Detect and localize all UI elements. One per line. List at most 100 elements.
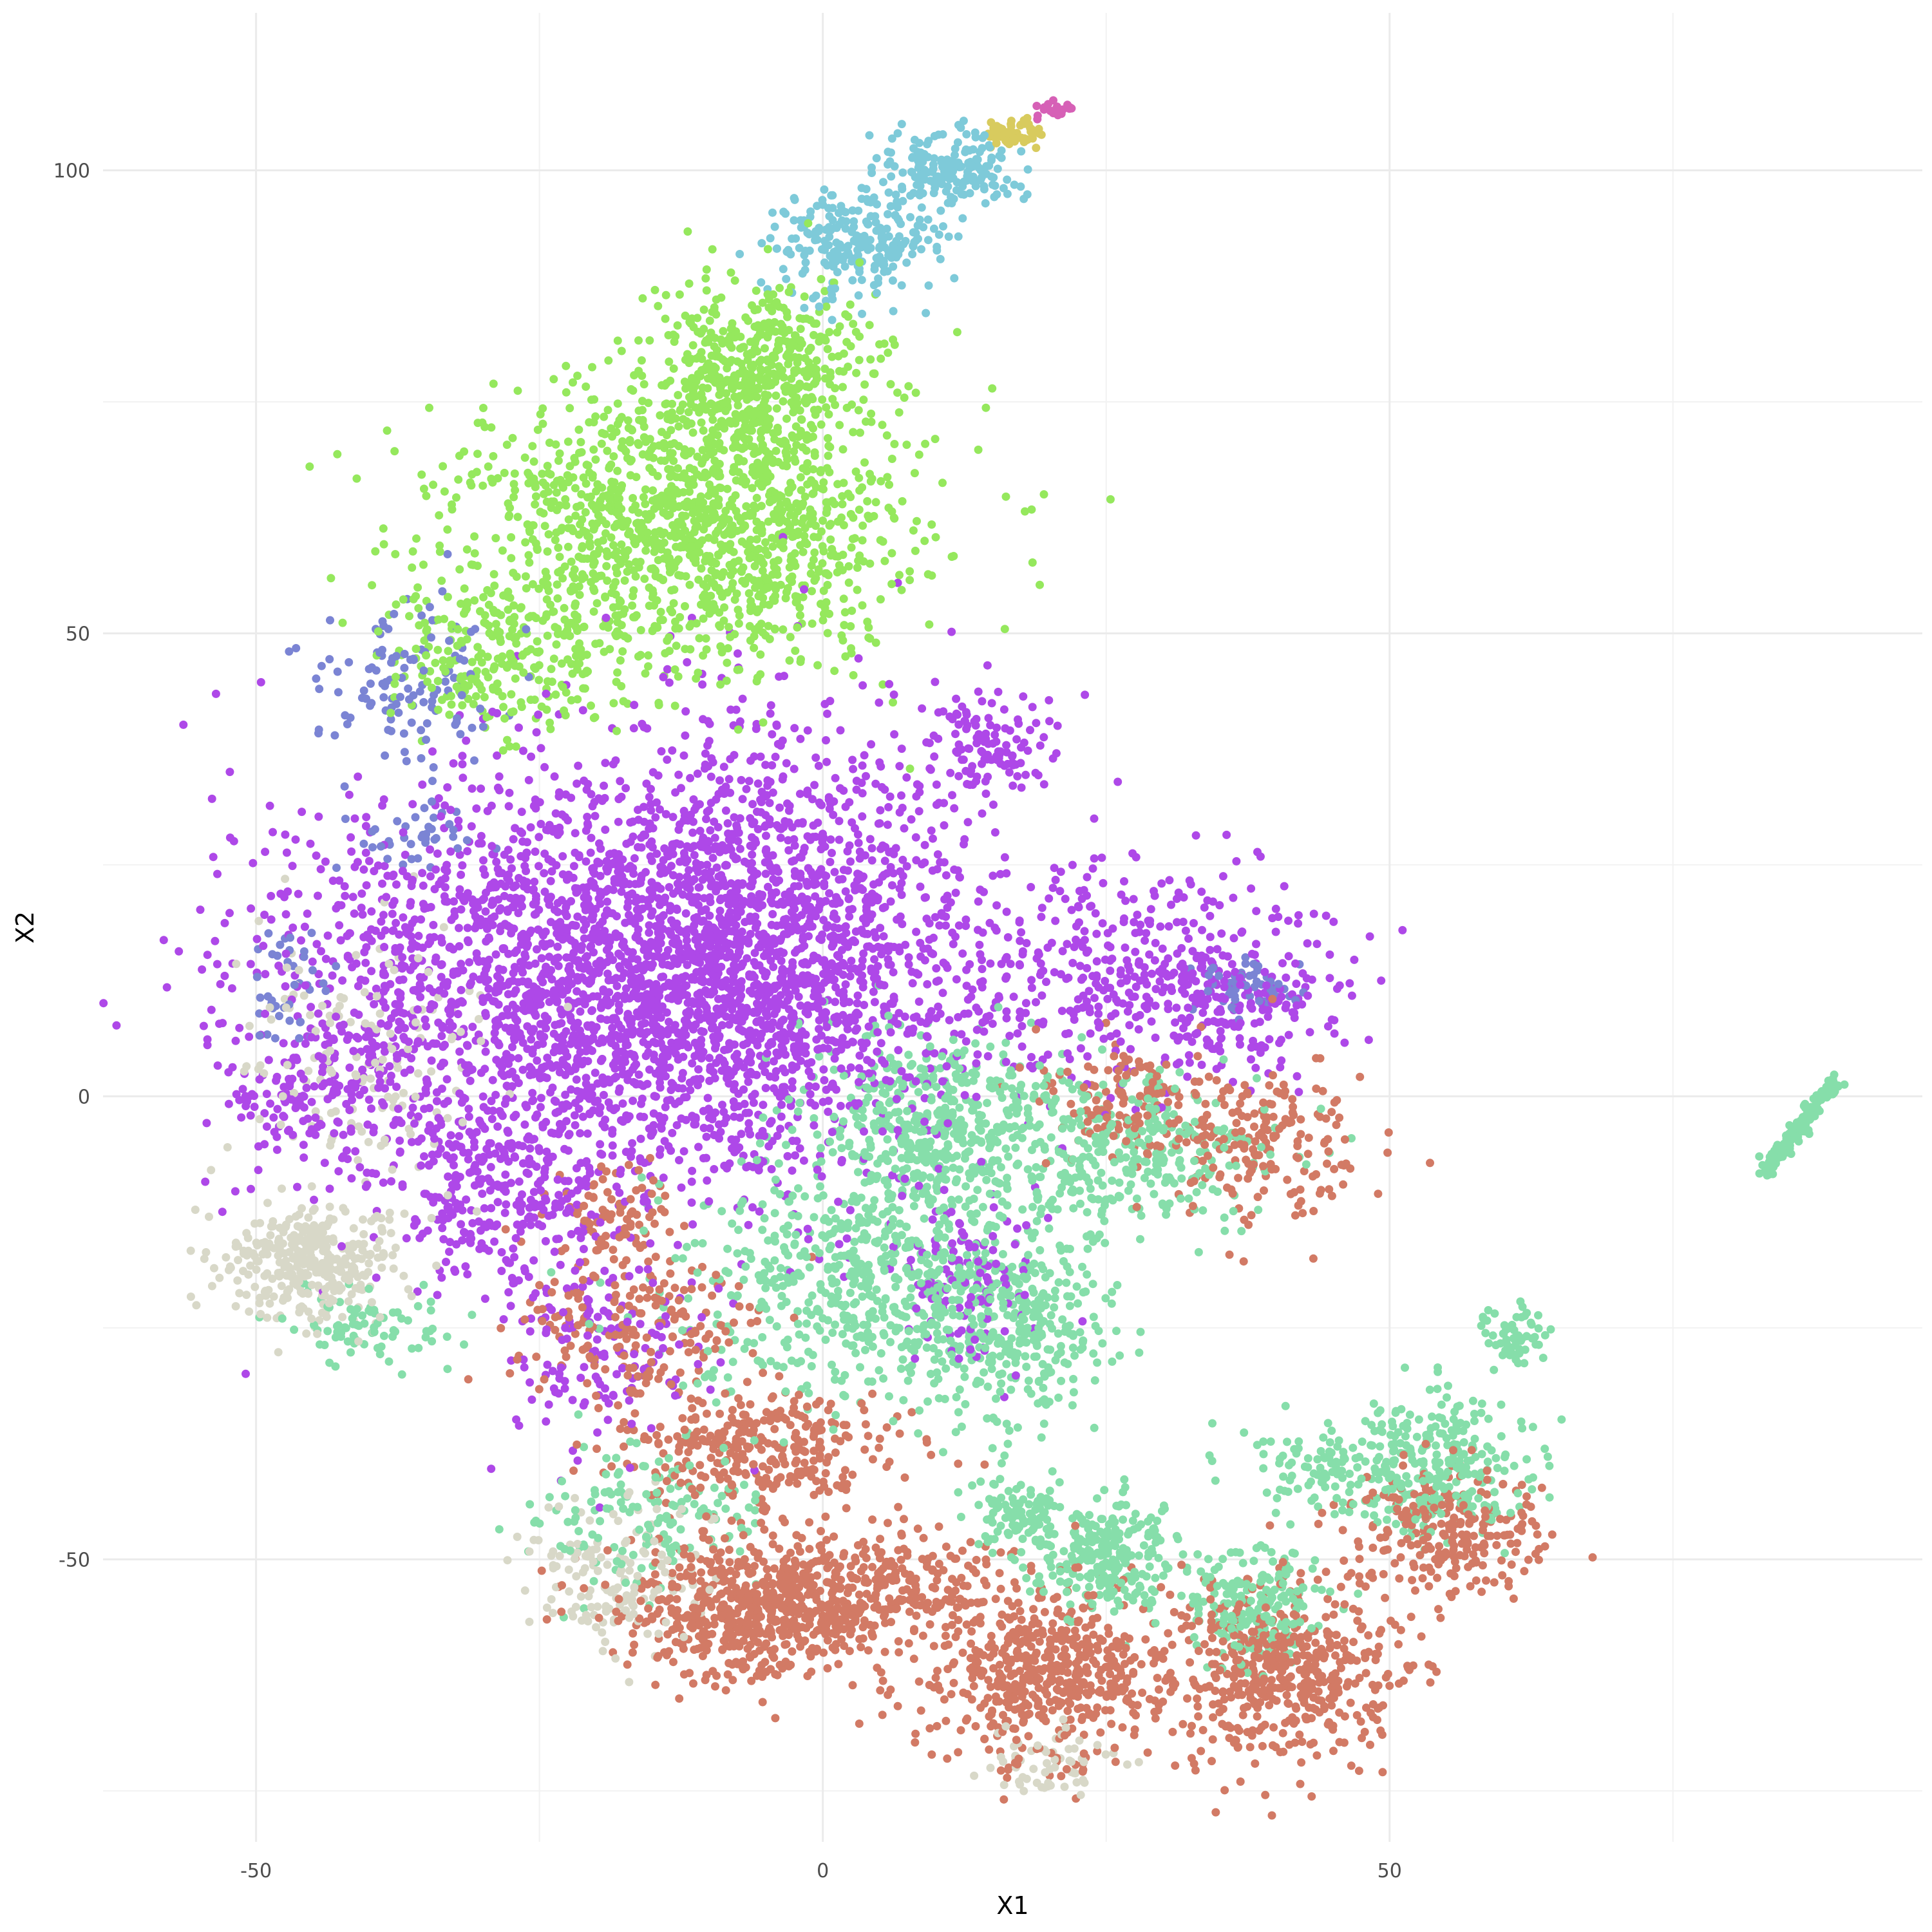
- scatter-point: [1437, 1400, 1446, 1409]
- scatter-point: [854, 1168, 862, 1177]
- scatter-point: [265, 801, 274, 810]
- scatter-point: [1490, 1365, 1499, 1374]
- scatter-point: [361, 848, 370, 857]
- scatter-point: [1003, 1774, 1012, 1782]
- scatter-point: [216, 980, 225, 989]
- scatter-point: [860, 458, 869, 467]
- scatter-point: [1310, 1493, 1319, 1502]
- scatter-point: [553, 942, 562, 951]
- scatter-point: [362, 813, 371, 822]
- scatter-point: [213, 869, 222, 878]
- scatter-point: [696, 1483, 705, 1492]
- scatter-point: [443, 525, 452, 534]
- scatter-point: [504, 513, 513, 521]
- scatter-point: [774, 1159, 783, 1168]
- scatter-point: [687, 1285, 696, 1294]
- scatter-point: [604, 356, 613, 365]
- scatter-point: [1284, 952, 1293, 961]
- scatter-point: [868, 1515, 877, 1524]
- scatter-point: [788, 234, 797, 243]
- scatter-point: [1366, 1740, 1374, 1749]
- scatter-point: [666, 1484, 675, 1493]
- scatter-point: [470, 596, 479, 605]
- scatter-point: [835, 1240, 844, 1249]
- scatter-point: [701, 274, 710, 283]
- scatter-point: [290, 1325, 299, 1334]
- scatter-point: [596, 1553, 605, 1562]
- scatter-point: [320, 1159, 329, 1168]
- scatter-point: [826, 858, 835, 866]
- scatter-point: [1323, 1159, 1331, 1168]
- scatter-point: [444, 1172, 453, 1181]
- scatter-point: [520, 1120, 529, 1129]
- scatter-point: [846, 972, 855, 981]
- scatter-point: [960, 1364, 969, 1373]
- scatter-point: [1043, 1050, 1052, 1059]
- scatter-point: [1135, 1551, 1143, 1560]
- scatter-point: [332, 961, 341, 971]
- scatter-point: [894, 1046, 903, 1055]
- scatter-point: [741, 1469, 750, 1478]
- scatter-point: [1021, 999, 1030, 1008]
- scatter-point: [654, 1596, 663, 1605]
- scatter-point: [1370, 1511, 1379, 1520]
- scatter-point: [696, 1461, 705, 1470]
- scatter-point: [663, 665, 672, 674]
- scatter-point: [702, 265, 711, 274]
- scatter-point: [895, 1429, 904, 1438]
- scatter-point: [678, 1254, 687, 1263]
- scatter-point: [587, 833, 596, 842]
- scatter-point: [850, 1237, 859, 1246]
- scatter-point: [357, 889, 366, 898]
- scatter-point: [613, 466, 622, 475]
- scatter-point: [1227, 960, 1236, 969]
- scatter-point: [1425, 1385, 1434, 1394]
- scatter-point: [1254, 1206, 1263, 1215]
- scatter-point: [468, 784, 477, 793]
- scatter-point: [907, 1408, 916, 1417]
- scatter-point: [1409, 1559, 1418, 1568]
- scatter-point: [1425, 1660, 1433, 1669]
- scatter-point: [538, 478, 547, 487]
- scatter-point: [909, 1202, 918, 1211]
- scatter-point: [1000, 625, 1009, 634]
- scatter-point: [395, 1136, 404, 1145]
- scatter-point: [1084, 946, 1092, 955]
- scatter-point: [912, 1611, 921, 1620]
- scatter-point: [1484, 1339, 1493, 1348]
- scatter-point: [866, 835, 875, 844]
- scatter-point: [1186, 1729, 1195, 1738]
- scatter-point: [894, 1637, 903, 1646]
- scatter-point: [908, 979, 917, 988]
- scatter-point: [1313, 1575, 1322, 1584]
- scatter-point: [857, 1643, 866, 1652]
- scatter-point: [954, 772, 963, 781]
- scatter-point: [1153, 1674, 1162, 1682]
- scatter-point: [978, 1202, 987, 1211]
- scatter-point: [1311, 1556, 1320, 1565]
- scatter-point: [761, 869, 770, 878]
- scatter-point: [354, 772, 363, 781]
- scatter-point: [636, 626, 645, 634]
- scatter-point: [876, 923, 885, 933]
- scatter-point: [1198, 1206, 1208, 1215]
- scatter-point: [1312, 1084, 1321, 1093]
- scatter-point: [715, 1409, 724, 1418]
- scatter-point: [246, 960, 255, 969]
- scatter-point: [964, 1009, 973, 1018]
- scatter-point: [1323, 1595, 1332, 1604]
- scatter-point: [222, 1253, 231, 1262]
- scatter-point: [602, 1454, 611, 1463]
- scatter-point: [890, 730, 899, 739]
- scatter-point: [690, 851, 699, 860]
- scatter-point: [863, 497, 872, 506]
- scatter-point: [431, 658, 440, 667]
- scatter-point: [1007, 1084, 1016, 1093]
- scatter-point: [989, 1245, 998, 1255]
- scatter-point: [909, 1654, 918, 1663]
- scatter-point: [807, 1667, 816, 1676]
- scatter-point: [836, 1101, 845, 1110]
- scatter-point: [1146, 1179, 1155, 1188]
- scatter-point: [458, 752, 467, 761]
- scatter-point: [761, 1658, 770, 1667]
